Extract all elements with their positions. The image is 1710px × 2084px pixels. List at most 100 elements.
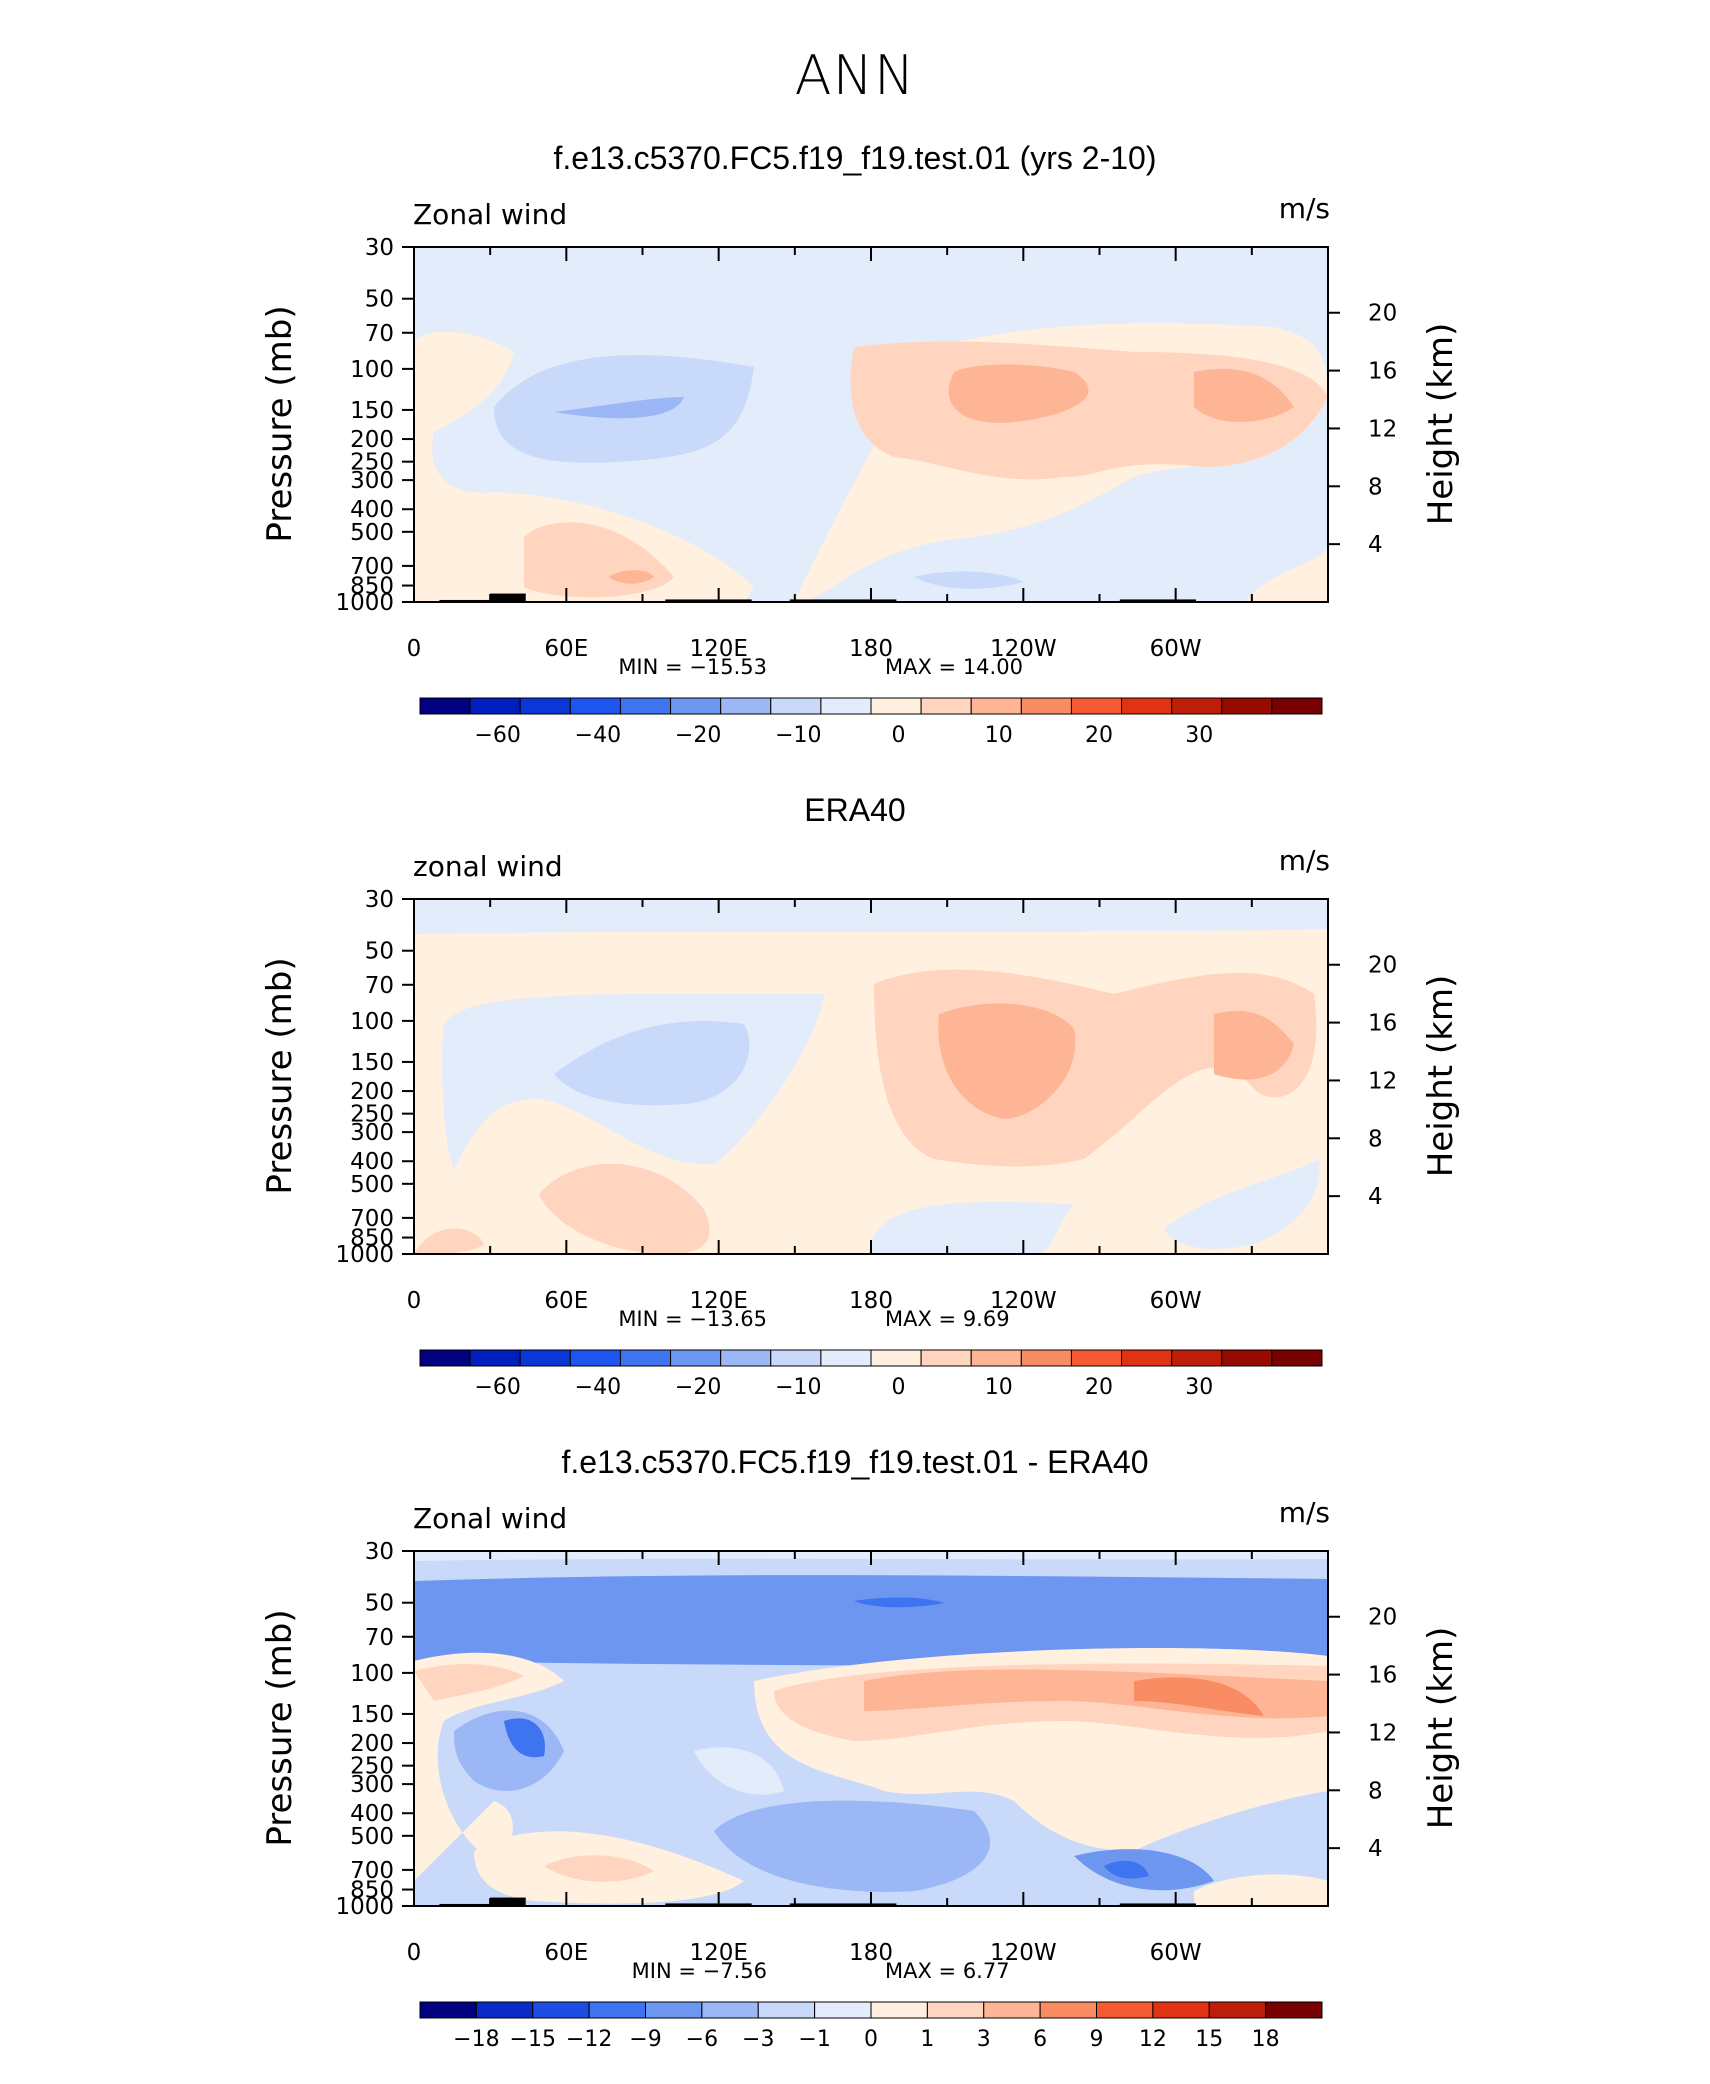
colorbar-segment: [1221, 1349, 1273, 1367]
colorbar-segment: [419, 2001, 477, 2019]
y-tick-label: 700: [350, 554, 394, 580]
contour-region: [694, 1747, 784, 1795]
y2-tick-label: 12: [1368, 1720, 1397, 1746]
colorbar-segment: [419, 697, 471, 715]
contour-region: [554, 1021, 750, 1106]
colorbar-segment: [820, 697, 872, 715]
colorbar-label: 20: [1085, 723, 1113, 748]
colorbar-label: −1: [798, 2027, 830, 2052]
x-tick-label: 60E: [544, 1288, 588, 1314]
colorbar-segment: [645, 2001, 703, 2019]
y2-tick-label: 4: [1368, 1836, 1383, 1862]
x-tick-label: 60W: [1150, 1940, 1202, 1966]
colorbar-segment: [920, 697, 972, 715]
colorbar-label: −20: [675, 723, 721, 748]
y2-tick-label: 20: [1368, 1605, 1397, 1631]
y2-tick-label: 8: [1368, 1126, 1383, 1152]
panel-difference: f.e13.c5370.FC5.f19_f19.test.01 - ERA40 …: [0, 1444, 1710, 2084]
units-label: m/s: [1279, 844, 1330, 877]
colorbar-segment: [1020, 1349, 1072, 1367]
colorbar: −60 −40 −20 −10 0 10 20 30: [419, 1349, 1323, 1400]
colorbar-segment: [1039, 2001, 1097, 2019]
panel-model: f.e13.c5370.FC5.f19_f19.test.01 (yrs 2-1…: [0, 140, 1710, 780]
units-label: m/s: [1279, 1496, 1330, 1529]
y-tick-label: 400: [350, 1149, 394, 1175]
topography-block: [439, 1903, 516, 1906]
x-tick-label: 180: [849, 636, 893, 662]
y-tick-label: 150: [350, 1050, 394, 1076]
colorbar-label: 9: [1090, 2027, 1104, 2052]
panel-title: f.e13.c5370.FC5.f19_f19.test.01 (yrs 2-1…: [553, 140, 1157, 176]
colorbar-segment: [588, 2001, 646, 2019]
y-tick-label: 30: [365, 235, 394, 261]
topography-block: [665, 1903, 752, 1906]
colorbar-segment: [619, 1349, 672, 1367]
colorbar-segment: [670, 1349, 722, 1367]
colorbar-segment: [519, 1349, 571, 1367]
topography-block: [789, 1903, 897, 1906]
contour-region: [714, 1800, 991, 1892]
y2-tick-label: 16: [1368, 1011, 1397, 1037]
colorbar-segment: [619, 697, 672, 715]
y-tick-label: 200: [350, 1079, 394, 1105]
y2-tick-label: 4: [1368, 1184, 1383, 1210]
colorbar-segment: [983, 2001, 1041, 2019]
contour-region: [414, 899, 1328, 1254]
y2-tick-label: 20: [1368, 953, 1397, 979]
y-axis-title: Pressure (mb): [260, 305, 300, 542]
topography-block: [439, 599, 516, 602]
colorbar-segment: [469, 1349, 521, 1367]
colorbar-label: 10: [985, 723, 1013, 748]
colorbar-label: 30: [1185, 1375, 1213, 1400]
contour-region: [1134, 1677, 1264, 1716]
contour-region: [414, 1575, 1328, 1666]
x-tick-label: 0: [407, 1288, 422, 1314]
colorbar-label: −40: [575, 1375, 621, 1400]
colorbar-label: −40: [575, 723, 621, 748]
colorbar-segment: [1070, 697, 1123, 715]
y-tick-label: 500: [350, 520, 394, 546]
y-tick-label: 250: [350, 1102, 394, 1128]
colorbar-segment: [757, 2001, 816, 2019]
colorbar-segment: [569, 697, 621, 715]
colorbar-segment: [469, 697, 521, 715]
y-tick-label: 50: [365, 287, 394, 313]
x-tick-label: 120E: [689, 1288, 747, 1314]
contour-region: [414, 1664, 524, 1701]
max-label: MAX = 14.00: [885, 655, 1023, 679]
contour-region: [938, 1003, 1076, 1119]
y-tick-label: 30: [365, 887, 394, 913]
y2-axis-title: Height (km): [1421, 323, 1461, 526]
colorbar-segment: [1020, 697, 1072, 715]
colorbar-segment: [926, 2001, 985, 2019]
x-tick-label: 180: [849, 1288, 893, 1314]
y2-tick-label: 8: [1368, 1778, 1383, 1804]
colorbar-segment: [920, 1349, 972, 1367]
contour-region: [554, 397, 684, 419]
x-tick-label: 60W: [1150, 636, 1202, 662]
colorbar-label: −15: [510, 2027, 556, 2052]
y-tick-label: 100: [350, 357, 394, 383]
colorbar-segment: [770, 1349, 822, 1367]
variable-label: zonal wind: [413, 850, 563, 883]
colorbar-label: 10: [985, 1375, 1013, 1400]
colorbar-segment: [1096, 2001, 1154, 2019]
contour-region: [504, 1718, 545, 1758]
y-tick-label: 500: [350, 1172, 394, 1198]
y-tick-label: 300: [350, 468, 394, 494]
y-tick-label: 70: [365, 321, 394, 347]
y2-tick-label: 16: [1368, 359, 1397, 385]
min-label: MIN = −15.53: [618, 655, 767, 679]
y2-tick-label: 20: [1368, 301, 1397, 327]
y-tick-label: 500: [350, 1824, 394, 1850]
colorbar-segment: [1271, 1349, 1323, 1367]
min-label: MIN = −7.56: [632, 1959, 767, 1983]
colorbar-segment: [970, 1349, 1022, 1367]
colorbar-segment: [532, 2001, 590, 2019]
colorbar-segment: [814, 2001, 872, 2019]
y-tick-label: 150: [350, 1702, 394, 1728]
y-tick-label: 850: [350, 1878, 394, 1904]
y-tick-label: 850: [350, 1226, 394, 1252]
